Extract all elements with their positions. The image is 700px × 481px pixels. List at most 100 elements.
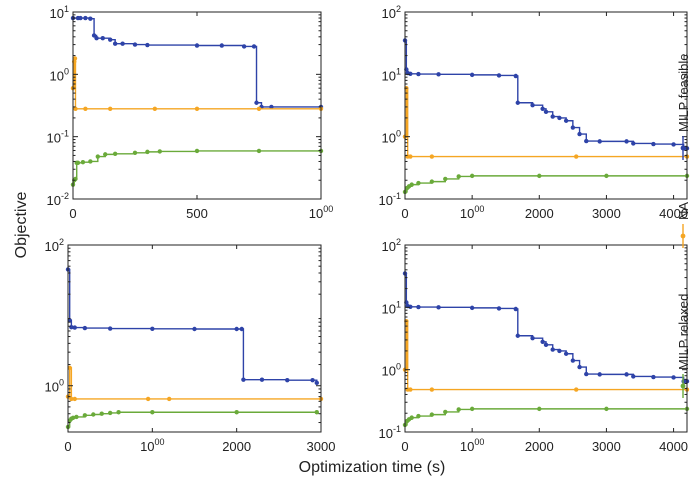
data-point <box>570 125 576 130</box>
data-point <box>108 37 113 42</box>
y-tick-label: 10-1 <box>47 129 69 146</box>
series-line <box>73 17 321 108</box>
data-point <box>563 118 569 123</box>
data-point <box>416 304 421 310</box>
series-line <box>405 320 687 391</box>
legend-item-na: NA <box>676 202 691 248</box>
data-point <box>651 374 656 380</box>
data-point <box>443 176 448 182</box>
x-tick-label: 3000 <box>592 439 621 454</box>
series-na <box>402 85 690 159</box>
y-tick-label: 10-1 <box>379 191 401 208</box>
data-point <box>469 72 475 78</box>
data-point <box>194 43 200 48</box>
data-point <box>537 406 542 412</box>
series-line <box>405 39 687 150</box>
legend-marker <box>680 233 686 239</box>
data-point <box>409 415 414 420</box>
data-point <box>597 139 602 144</box>
data-point <box>88 159 93 164</box>
x-tick-label: 0 <box>401 206 408 221</box>
data-point <box>651 141 656 147</box>
data-point <box>83 106 88 111</box>
y-tick-label: 102 <box>382 4 401 21</box>
x-tick-label: 1000 <box>460 437 484 454</box>
data-point <box>82 325 88 331</box>
data-point <box>443 409 448 415</box>
data-point <box>67 318 72 323</box>
y-tick-label: 100 <box>50 66 69 83</box>
y-tick-label: 101 <box>382 299 401 316</box>
data-point <box>157 149 162 154</box>
data-point <box>408 304 413 309</box>
series-milp-relaxed <box>65 410 319 430</box>
series-milp-relaxed <box>402 406 690 428</box>
data-point <box>456 174 461 179</box>
series-na <box>402 318 690 392</box>
chart-panel-1: 0 500 1000 10-2 10-1 100 101 <box>47 4 334 221</box>
data-point <box>83 15 88 21</box>
x-tick-label: 3000 <box>307 439 336 454</box>
data-point <box>631 374 636 379</box>
data-point <box>194 106 200 111</box>
data-point <box>574 154 579 159</box>
data-point <box>132 150 138 156</box>
data-point <box>574 387 579 392</box>
data-point <box>108 106 113 111</box>
data-point <box>67 365 72 370</box>
data-point <box>112 151 118 157</box>
y-tick-label: 101 <box>382 66 401 83</box>
y-tick-label: 100 <box>45 378 64 395</box>
data-point <box>604 406 609 412</box>
series-line <box>405 87 687 158</box>
series-line <box>68 367 321 400</box>
y-tick-label: 100 <box>382 129 401 146</box>
data-point <box>550 114 555 119</box>
y-tick-label: 102 <box>382 237 401 254</box>
data-point <box>167 396 172 402</box>
data-point <box>285 377 290 383</box>
legend-marker <box>680 145 686 151</box>
data-point <box>120 41 125 46</box>
data-point <box>194 148 200 154</box>
data-point <box>557 348 562 354</box>
data-point <box>234 410 239 415</box>
data-point <box>597 372 602 377</box>
data-point <box>515 333 520 338</box>
series-line <box>73 57 321 110</box>
x-tick-label: 1000 <box>140 437 164 454</box>
x-tick-label: 4000 <box>659 206 688 221</box>
data-point <box>584 138 589 144</box>
data-point <box>251 44 257 49</box>
data-point <box>540 339 545 344</box>
series-na <box>70 56 324 111</box>
data-point <box>192 326 197 332</box>
data-point <box>537 173 542 179</box>
data-point <box>408 71 413 76</box>
data-point <box>239 326 244 332</box>
data-point <box>107 410 113 416</box>
data-point <box>150 410 155 415</box>
axes-frame <box>404 11 688 200</box>
data-point <box>584 371 589 377</box>
data-point <box>314 380 319 386</box>
legend: MILP feasible NA MILP relaxed <box>676 53 691 398</box>
data-point <box>429 154 435 159</box>
data-point <box>256 148 262 154</box>
data-point <box>624 372 629 377</box>
data-point <box>94 35 99 41</box>
data-point <box>107 326 113 331</box>
data-point <box>469 305 475 311</box>
y-axis-label: Objective <box>13 192 30 259</box>
data-point <box>80 159 86 165</box>
chart-panel-4: 0 1000 2000 3000 4000 10-1 100 101 102 <box>379 237 690 454</box>
data-point <box>152 106 158 111</box>
data-point <box>408 154 413 159</box>
data-point <box>550 347 555 352</box>
series-milp-feasible <box>402 271 690 384</box>
series-milp-relaxed <box>70 148 324 187</box>
data-point <box>416 180 421 186</box>
x-tick-label: 1000 <box>309 204 333 221</box>
data-point <box>624 139 629 144</box>
data-point <box>577 364 582 370</box>
